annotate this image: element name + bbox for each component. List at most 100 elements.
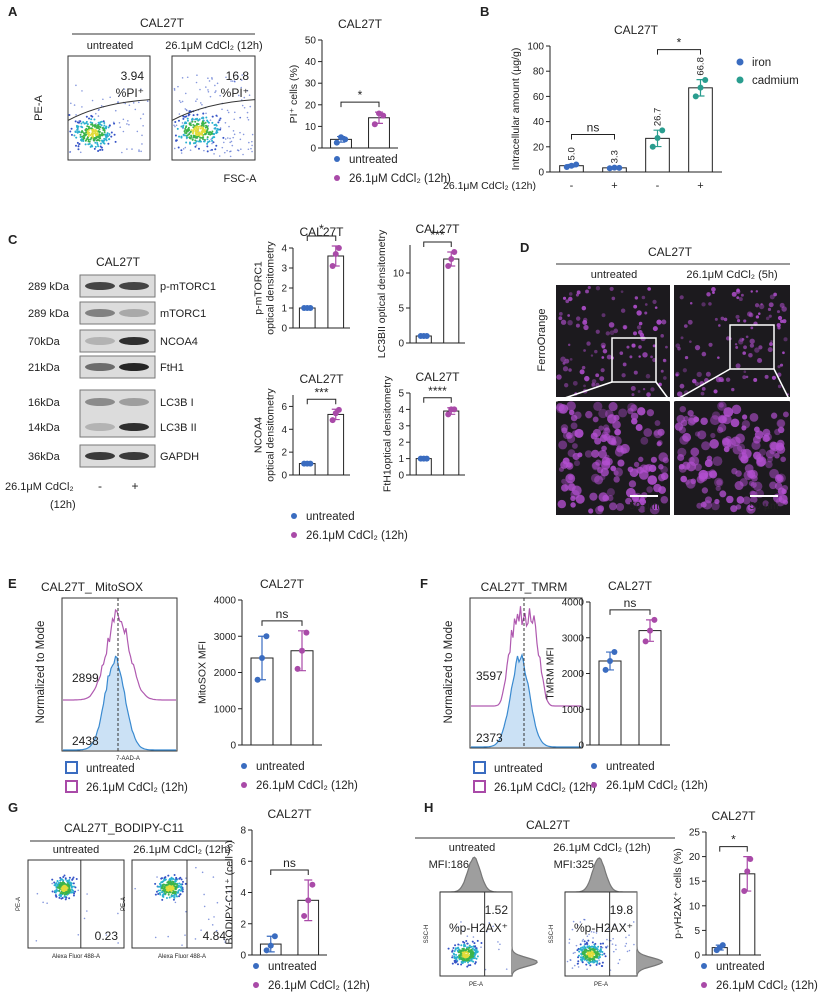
condition-label: untreated [591,269,637,281]
cell-signal [736,319,741,323]
y-axis-label: PE-A [121,897,127,911]
cell-signal [701,386,706,391]
cell-signal [595,329,600,334]
y-tick-label: 4000 [562,598,585,609]
cell-signal [753,426,760,433]
event-dot [58,889,61,892]
event-dot [184,108,187,110]
event-dot [587,961,590,964]
event-dot [104,133,107,136]
event-dot [175,895,178,898]
cell-signal [687,319,693,325]
cell-signal [750,495,758,504]
event-dot [73,104,76,106]
event-dot [242,153,244,156]
event-dot [89,138,92,141]
event-dot [197,129,200,132]
event-dot [474,962,477,965]
cell-signal [714,317,718,321]
cell-signal [777,419,786,428]
data-point [616,164,623,171]
cell-signal [738,339,744,345]
data-point [307,460,314,467]
event-dot [186,134,189,137]
event-dot [460,957,463,960]
condition-label: 26.1μM CdCl₂ (12h) [165,40,262,52]
event-dot [61,885,64,888]
event-dot [56,884,59,887]
cell-signal [558,466,565,472]
event-dot [173,896,176,899]
event-dot [85,115,88,118]
event-dot [190,129,193,132]
event-dot [87,131,90,134]
event-dot [228,890,231,893]
cell-signal [594,349,598,354]
event-dot [199,102,202,104]
treatment-label: 26.1μM CdCl₂ [5,481,74,493]
y-axis-label: MitoSOX MFI [197,641,209,704]
event-dot [74,130,77,133]
cell-signal [608,322,615,328]
event-dot [473,945,476,948]
bar [598,660,622,746]
event-dot [127,120,129,122]
event-dot [588,933,590,936]
cell-signal [767,347,773,353]
event-dot [593,950,596,953]
data-point [301,912,308,919]
zoom-line [655,381,671,402]
event-dot [577,956,580,959]
event-dot [472,953,475,956]
event-dot [203,905,206,908]
cell-signal [644,311,648,315]
cell-signal [606,354,612,360]
event-dot [204,132,207,135]
cell-signal [561,478,567,485]
event-dot [225,76,227,79]
cell-signal [743,345,747,350]
cell-signal [762,428,771,437]
zoom-line [773,368,791,402]
cell-signal [571,430,578,437]
cell-signal [650,456,657,463]
event-dot [106,132,109,135]
event-dot [573,964,576,967]
y-tick-label: 2000 [214,668,237,679]
event-dot [175,876,178,879]
data-point [741,888,748,895]
event-dot [136,130,139,133]
data-point [423,333,430,339]
event-dot [571,928,574,931]
cell-signal [717,356,720,359]
event-dot [246,89,249,92]
histogram [511,892,538,977]
event-dot [53,884,56,887]
value-label: 66.8 [696,57,707,76]
x-tick-label: - [656,180,660,192]
event-dot [207,918,210,921]
event-dot [97,145,100,148]
data-point [303,629,310,636]
event-dot [583,918,585,921]
event-dot [170,878,173,881]
event-dot [243,96,246,99]
event-dot [162,895,165,898]
treatment-label: (12h) [50,499,76,511]
event-dot [598,956,601,959]
cell-signal [685,478,696,489]
protein-label: NCOA4 [160,336,198,348]
cell-signal [704,496,713,504]
event-dot [221,108,223,111]
y-tick-label: 10 [689,901,701,912]
legend-swatch [291,513,297,519]
event-dot [199,125,202,128]
cell-signal [765,316,770,321]
histogram [471,606,581,707]
event-dot [226,137,229,139]
bar [327,413,345,476]
event-dot [451,962,454,965]
event-dot [182,126,185,129]
event-dot [185,125,188,128]
event-dot [195,100,197,103]
